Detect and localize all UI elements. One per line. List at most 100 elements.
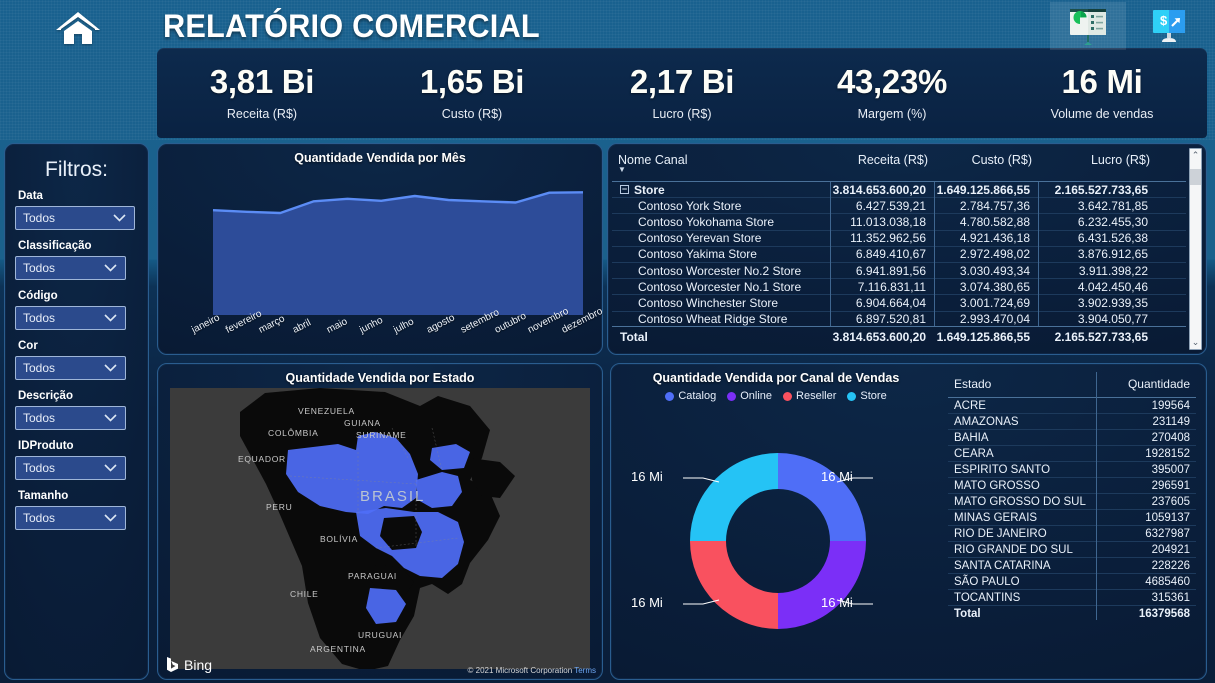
table-row[interactable]: Contoso Yakima Store 6.849.410,67 2.972.49… [612,247,1186,263]
chevron-down-icon[interactable] [104,414,117,422]
filter-dropdown-código[interactable]: Todos [15,306,126,330]
chevron-down-icon[interactable] [113,214,126,222]
donut-slice-store [690,453,778,541]
estado-table-row[interactable]: ACRE 199564 [948,398,1196,414]
kpi-value: 1,65 Bi [419,63,525,101]
col-receita[interactable]: Receita (R$) [857,153,928,167]
map-country-label: PARAGUAI [348,571,397,581]
collapse-icon[interactable]: − [620,184,629,195]
sales-monitor-icon[interactable]: $ [1131,2,1207,50]
col-quantidade[interactable]: Quantidade [1127,377,1190,391]
table-row[interactable]: Contoso Yokohama Store 11.013.038,18 4.780… [612,214,1186,231]
estado-table-row[interactable]: TOCANTINS 315361 [948,590,1196,606]
estado-table-row[interactable]: MATO GROSSO 296591 [948,478,1196,494]
chart-quantidade-por-mes[interactable]: Quantidade Vendida por Mês janeiro fevere… [157,143,605,355]
table-body[interactable]: − Store 3.814.653.600,20 1.649.125.866,5… [612,182,1186,326]
estado-table-row[interactable]: AMAZONAS 231149 [948,414,1196,430]
table-header-row: Nome Canal ▼ Receita (R$) Custo (R$) Luc… [612,148,1186,182]
channel-matrix-table[interactable]: Nome Canal ▼ Receita (R$) Custo (R$) Luc… [607,143,1207,355]
estado-table-row[interactable]: MINAS GERAIS 1059137 [948,510,1196,526]
scroll-up-icon[interactable]: ⌃ [1191,150,1200,160]
legend-item-store[interactable]: Store [847,390,887,402]
cell-receita: 6.941.891,56 [855,263,926,278]
table-row[interactable]: Contoso York Store 6.427.539,21 2.784.757,… [612,198,1186,215]
map-canvas[interactable]: VENEZUELA GUIANA SURINAME COLÔMBIA EQUAD… [170,388,590,669]
filter-dropdown-descrição[interactable]: Todos [15,406,126,430]
cell-lucro: 6.431.526,38 [1077,231,1148,246]
cell-estado: MATO GROSSO [954,479,1040,492]
table-row[interactable]: Contoso Worcester No.1 Store 7.116.831,11… [612,279,1186,296]
estado-table-row[interactable]: MATO GROSSO DO SUL 237605 [948,494,1196,510]
estado-table-row[interactable]: BAHIA 270408 [948,430,1196,446]
table-row[interactable]: Contoso Wheat Ridge Store 6.897.520,81 2.9… [612,312,1186,326]
cell-custo: 2.993.470,04 [959,312,1030,326]
table-row-group[interactable]: − Store 3.814.653.600,20 1.649.125.866,5… [612,182,1186,199]
legend-label: Online [740,390,773,402]
cell-estado: TOCANTINS [954,591,1021,604]
cell-nome-canal: Contoso Yerevan Store [638,231,762,246]
filter-dropdown-idproduto[interactable]: Todos [15,456,126,480]
table-row[interactable]: Contoso Worcester No.2 Store 6.941.891,56… [612,263,1186,280]
kpi-lucro: 2,17 Bi Lucro (R$) [577,48,787,138]
map-terms-link[interactable]: Terms [574,666,596,675]
legend-label: Reseller [796,390,837,402]
col-nome-canal[interactable]: Nome Canal ▼ [612,148,830,181]
bing-logo[interactable]: Bing [166,656,212,673]
scroll-down-icon[interactable]: ⌄ [1191,337,1200,347]
filter-dropdown-cor[interactable]: Todos [15,356,126,380]
map-quantidade-por-estado[interactable]: Quantidade Vendida por Estado [157,363,603,680]
filter-group-cor: Cor Todos [5,340,148,380]
kpi-label: Volume de vendas [1050,106,1154,121]
map-country-label: COLÔMBIA [268,428,318,438]
sort-descending-icon[interactable]: ▼ [618,165,626,174]
area-fill [213,192,583,315]
legend-item-online[interactable]: Online [727,390,772,402]
estado-table-row[interactable]: SÃO PAULO 4685460 [948,574,1196,590]
cell-receita: 11.352.962,56 [850,231,926,246]
col-custo[interactable]: Custo (R$) [971,153,1032,167]
group-cell[interactable]: − Store [612,183,830,197]
col-estado[interactable]: Estado [954,377,992,391]
filter-dropdown-data[interactable]: Todos [15,206,135,230]
table-row[interactable]: Contoso Yerevan Store 11.352.962,56 4.921.… [612,231,1186,247]
cell-receita: 6.427.539,21 [855,198,926,213]
cell-estado: MINAS GERAIS [954,511,1038,524]
home-icon[interactable] [52,8,104,48]
filter-dropdown-tamanho[interactable]: Todos [15,506,126,530]
filter-dropdown-classificação[interactable]: Todos [15,256,126,280]
legend-label: Catalog [678,390,717,402]
cell-estado: ESPIRITO SANTO [954,463,1051,476]
col-lucro[interactable]: Lucro (R$) [1090,153,1150,167]
cell-quantidade: 315361 [1151,591,1190,604]
donut-chart-plot[interactable]: 16 Mi 16 Mi 16 Mi 16 Mi [621,416,936,666]
filter-value: Todos [23,261,56,275]
map-country-label: SURINAME [356,430,406,440]
chevron-down-icon[interactable] [104,314,117,322]
estado-table-row[interactable]: CEARA 1928152 [948,446,1196,462]
chevron-down-icon[interactable] [104,264,117,272]
legend-item-catalog[interactable]: Catalog [665,390,716,402]
cell-nome-canal: Contoso Worcester No.1 Store [638,279,802,294]
cell-custo: 3.074.380,65 [959,279,1030,294]
estado-quantity-table[interactable]: Estado Quantidade ACRE 199564 AMAZONAS 2311… [948,372,1196,622]
cell-nome-canal: Contoso York Store [638,198,742,213]
estado-table-row[interactable]: RIO GRANDE DO SUL 204921 [948,542,1196,558]
legend-item-reseller[interactable]: Reseller [783,390,836,402]
cell-quantidade: 1928152 [1145,447,1190,460]
presentation-chart-icon[interactable] [1050,2,1126,50]
chevron-down-icon[interactable] [104,514,117,522]
filter-label: Código [18,290,58,302]
matrix-vertical-scrollbar[interactable]: ⌃ ⌄ [1189,148,1202,350]
estado-table-row[interactable]: SANTA CATARINA 228226 [948,558,1196,574]
estado-table-row[interactable]: ESPIRITO SANTO 395007 [948,462,1196,478]
chevron-down-icon[interactable] [104,464,117,472]
donut-and-estado-panel: Quantidade Vendida por Canal de Vendas C… [610,363,1207,680]
scrollbar-thumb[interactable] [1190,169,1201,185]
cell-estado: SÃO PAULO [954,575,1020,588]
chevron-down-icon[interactable] [104,364,117,372]
estado-table-row[interactable]: RIO DE JANEIRO 6327987 [948,526,1196,542]
chart-title: Quantidade Vendida por Mês [294,151,466,165]
filter-value: Todos [23,511,56,525]
cell-nome-canal: Contoso Worcester No.2 Store [638,263,802,278]
table-row[interactable]: Contoso Winchester Store 6.904.664,04 3.00… [612,295,1186,312]
